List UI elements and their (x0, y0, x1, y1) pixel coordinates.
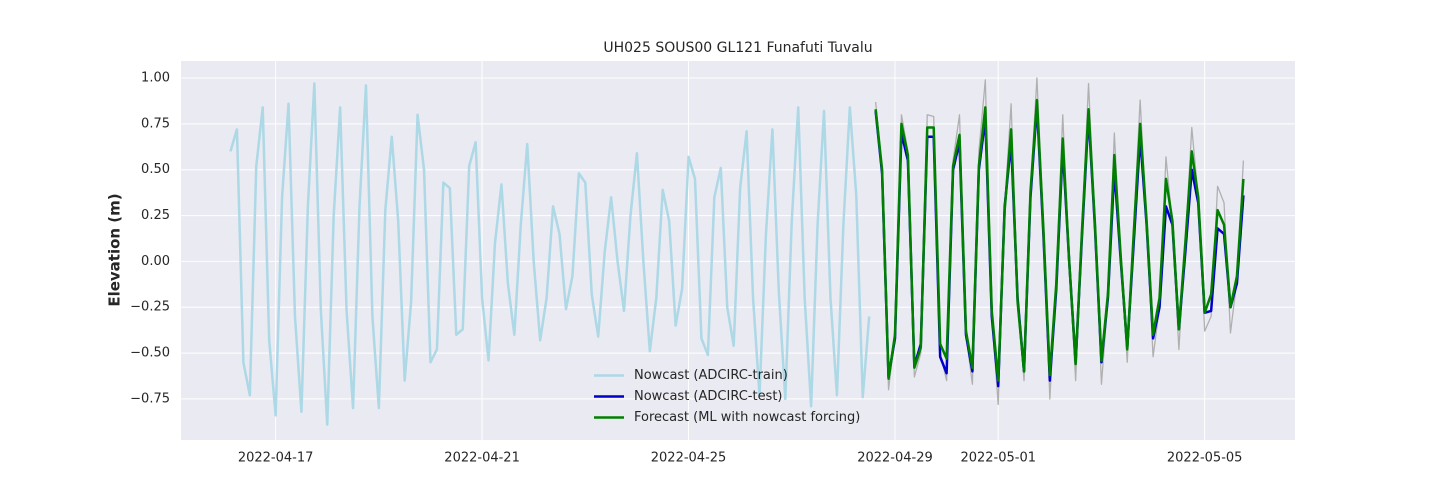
y-tick-label: 0.25 (141, 208, 170, 223)
legend: Nowcast (ADCIRC-train) Nowcast (ADCIRC-te… (594, 368, 860, 425)
y-tick-label: 0.75 (141, 116, 170, 131)
chart-title: UH025 SOUS00 GL121 Funafuti Tuvalu (603, 40, 872, 56)
x-tick-label: 2022-04-29 (857, 451, 933, 466)
series-line (229, 82, 871, 426)
y-tick-label: 0.00 (141, 254, 170, 269)
x-tick-label: 2022-04-21 (444, 451, 520, 466)
y-tick-label: 1.00 (141, 71, 170, 86)
y-tick-label: −0.50 (130, 346, 170, 361)
y-tick-label: −0.75 (130, 391, 170, 406)
x-tick-label: 2022-04-25 (651, 451, 727, 466)
legend-label: Nowcast (ADCIRC-test) (634, 389, 783, 404)
y-axis-label: Elevation (m) (106, 193, 124, 306)
x-tick-label: 2022-05-01 (960, 451, 1036, 466)
y-tick-label: 0.50 (141, 162, 170, 177)
legend-label: Nowcast (ADCIRC-train) (634, 368, 788, 383)
legend-label: Forecast (ML with nowcast forcing) (634, 410, 860, 425)
y-tick-label: −0.25 (130, 300, 170, 315)
series-line (874, 98, 1245, 382)
x-tick-label: 2022-05-05 (1167, 451, 1243, 466)
x-tick-label: 2022-04-17 (238, 451, 314, 466)
